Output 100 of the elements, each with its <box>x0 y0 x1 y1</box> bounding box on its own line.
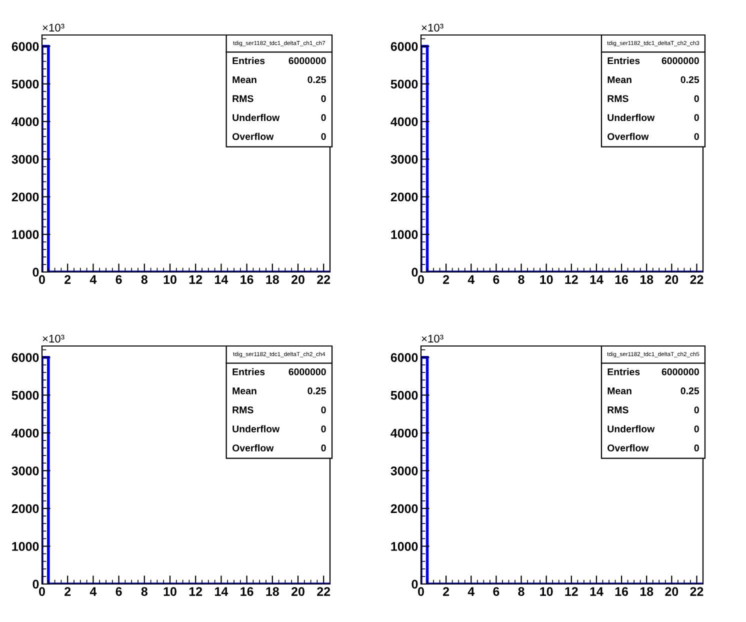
x-tick-label: 10 <box>540 275 553 284</box>
annotation: 0 <box>694 444 699 452</box>
x-tick-label: 4 <box>468 587 475 596</box>
x-tick-label: 22 <box>317 587 330 596</box>
annotation: 0.25 <box>308 76 326 84</box>
x-tick-label: 8 <box>518 275 524 284</box>
y-tick-label: 1000 <box>12 542 39 551</box>
x-tick-label: 10 <box>540 587 553 596</box>
x-tick-label: 12 <box>189 275 202 284</box>
annotation: 0 <box>694 426 699 432</box>
x-tick-label: 16 <box>615 275 628 284</box>
y-tick-label: 3000 <box>12 154 39 164</box>
y-tick-label: 4000 <box>12 117 39 126</box>
annotation: Overflow <box>608 132 649 140</box>
x-tick-label: 20 <box>291 587 304 596</box>
annotation: 0 <box>321 406 326 414</box>
x-tick-label: 12 <box>189 587 202 596</box>
y-axis-title: ×10³ <box>422 24 444 32</box>
annotation: Overflow <box>232 444 274 452</box>
annotation: Overflow <box>232 132 274 140</box>
x-tick-label: 10 <box>164 587 176 596</box>
x-tick-label: 12 <box>565 275 578 284</box>
x-tick-label: 18 <box>266 587 279 596</box>
y-axis-title: ×10³ <box>42 334 64 343</box>
x-tick-label: 14 <box>590 587 604 596</box>
annotation: RMS <box>232 406 254 414</box>
y-axis-title: ×10³ <box>42 24 64 32</box>
annotation: Entries <box>608 57 640 64</box>
x-tick-label: 0 <box>418 587 424 596</box>
y-tick-label: 5000 <box>12 80 39 89</box>
y-tick-label: 6000 <box>390 353 418 362</box>
x-tick-label: 20 <box>291 275 304 284</box>
x-tick-label: 8 <box>141 587 148 596</box>
x-tick-label: 16 <box>240 587 254 596</box>
annotation: 0 <box>694 95 699 102</box>
x-tick-label: 4 <box>468 275 475 284</box>
y-tick-label: 3000 <box>12 466 39 476</box>
y-tick-label: 4000 <box>390 117 418 126</box>
annotation: Underflow <box>232 425 280 432</box>
x-tick-label: 14 <box>215 587 228 596</box>
y-tick-label: 2000 <box>12 504 39 514</box>
annotation: 6000000 <box>662 57 699 64</box>
y-tick-label: 5000 <box>390 390 418 400</box>
x-tick-label: 18 <box>640 587 654 596</box>
annotation: 0 <box>321 426 326 432</box>
x-tick-label: 20 <box>665 587 678 596</box>
x-tick-label: 8 <box>141 275 148 284</box>
annotation: Mean <box>608 76 632 84</box>
y-tick-label: 1000 <box>391 542 418 551</box>
x-tick-label: 6 <box>116 587 122 596</box>
annotation: 0 <box>321 114 326 122</box>
y-tick-label: 3000 <box>390 466 418 476</box>
x-tick-label: 6 <box>493 587 500 596</box>
y-axis-title: ×10³ <box>422 334 444 343</box>
x-tick-label: 14 <box>215 275 228 284</box>
y-tick-label: 0 <box>412 580 418 589</box>
annotation: Underflow <box>232 114 280 122</box>
annotation: RMS <box>608 95 628 102</box>
annotation: Underflow <box>608 425 655 432</box>
x-tick-label: 0 <box>39 587 45 596</box>
y-tick-label: 1000 <box>391 230 418 240</box>
annotation: Entries <box>232 368 265 376</box>
x-tick-label: 14 <box>590 275 604 284</box>
x-tick-label: 6 <box>116 275 122 284</box>
x-tick-label: 22 <box>690 587 704 596</box>
x-tick-label: 4 <box>90 275 97 284</box>
annotation: Underflow <box>608 114 655 122</box>
annotation: 0.25 <box>680 76 700 84</box>
annotation: 6000000 <box>662 368 699 376</box>
annotation: 0.25 <box>680 387 700 394</box>
x-tick-label: 8 <box>518 587 524 596</box>
y-tick-label: 2000 <box>390 504 418 514</box>
y-tick-label: 2000 <box>12 192 39 202</box>
y-tick-label: 1000 <box>12 230 39 240</box>
y-tick-label: 6000 <box>12 353 39 362</box>
annotation: 0.25 <box>308 387 326 394</box>
y-tick-label: 6000 <box>390 42 418 51</box>
y-tick-label: 5000 <box>12 390 39 400</box>
y-tick-label: 0 <box>412 268 418 277</box>
x-tick-label: 2 <box>443 587 450 596</box>
y-tick-label: 4000 <box>12 428 39 438</box>
annotation: 0 <box>321 95 326 102</box>
annotation: 0 <box>694 114 699 122</box>
y-tick-label: 2000 <box>390 192 418 202</box>
x-tick-label: 0 <box>418 275 424 284</box>
x-tick-label: 20 <box>665 275 678 284</box>
x-tick-label: 22 <box>690 275 704 284</box>
annotation: 0 <box>321 133 326 140</box>
x-tick-label: 4 <box>90 587 97 596</box>
x-tick-label: 18 <box>266 275 279 284</box>
annotation: 0 <box>321 444 326 452</box>
y-tick-label: 0 <box>32 580 39 589</box>
annotation: 0 <box>694 406 699 414</box>
x-tick-label: 10 <box>164 275 176 284</box>
x-tick-label: 2 <box>443 275 450 284</box>
annotation: Entries <box>232 57 265 64</box>
x-tick-label: 22 <box>317 275 330 284</box>
y-tick-label: 0 <box>32 268 39 277</box>
y-tick-label: 6000 <box>12 42 39 51</box>
x-tick-label: 12 <box>565 587 578 596</box>
